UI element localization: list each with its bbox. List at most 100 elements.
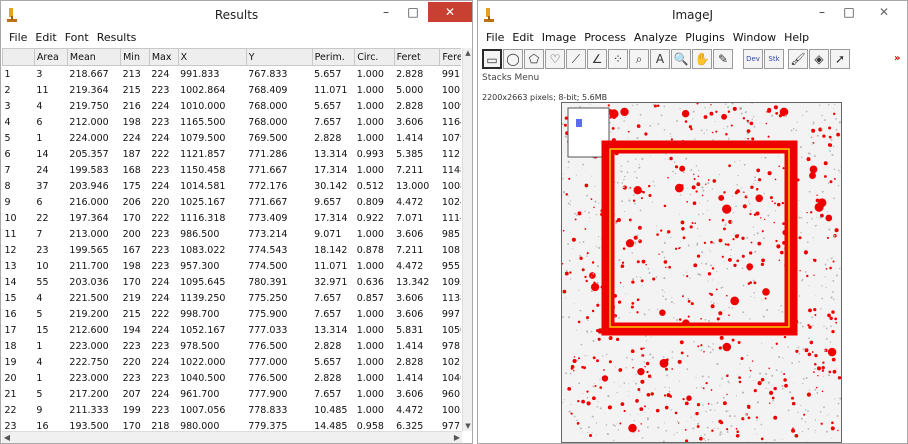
table-row[interactable]: 12 23 199.565 167 223 1083.022 774.543 18.142 0.… — [3, 242, 462, 258]
menu-font[interactable]: Font — [64, 31, 89, 44]
scroll-right-icon[interactable]: ▶ — [453, 433, 461, 442]
table-row[interactable]: 6 14 205.357 187 222 1121.857 771.286 13.314 0.9… — [3, 146, 462, 162]
particle-dot — [747, 416, 751, 420]
table-row[interactable]: 14 55 203.036 170 224 1095.645 780.391 32.971 0.… — [3, 274, 462, 290]
particle-dot — [716, 317, 720, 321]
line-tool-icon[interactable]: ⟋ — [566, 49, 586, 69]
scroll-down-icon[interactable]: ▼ — [465, 422, 471, 430]
table-row[interactable]: 4 6 212.000 198 223 1165.500 768.000 7.657 1.000… — [3, 114, 462, 130]
menu-file[interactable]: File — [486, 31, 505, 44]
magnifier-tool-icon[interactable]: 🔍 — [671, 49, 691, 69]
table-row[interactable]: 2 11 219.364 215 223 1002.864 768.409 11.071 1.0… — [3, 82, 462, 98]
menu-file[interactable]: File — [9, 31, 28, 44]
table-row[interactable]: 22 9 211.333 199 223 1007.056 778.833 10.485 1.0… — [3, 402, 462, 418]
table-row[interactable]: 19 4 222.750 220 224 1022.000 777.000 5.657 1.00… — [3, 354, 462, 370]
maximize-button[interactable]: □ — [407, 5, 419, 19]
close-button[interactable]: ✕ — [862, 2, 906, 22]
close-button[interactable]: ✕ — [428, 2, 472, 22]
imagej-titlebar[interactable]: ImageJ – □ ✕ — [478, 1, 907, 31]
table-row[interactable]: 20 1 223.000 223 223 1040.500 776.500 2.828 1.00… — [3, 370, 462, 386]
column-header[interactable]: Mean — [66, 48, 122, 66]
menu-help[interactable]: Help — [784, 31, 810, 44]
angle-tool-icon[interactable]: ∠ — [587, 49, 607, 69]
table-row[interactable]: 9 6 216.000 206 220 1025.167 771.667 9.657 0.809… — [3, 194, 462, 210]
column-header[interactable]: Area — [33, 48, 68, 66]
scroll-up-icon[interactable]: ▲ — [465, 49, 471, 57]
maximize-button[interactable]: □ — [843, 5, 855, 19]
table-cell: 224 — [151, 292, 170, 304]
particle-dot — [823, 161, 828, 166]
oval-tool-icon[interactable]: ◯ — [503, 49, 523, 69]
menu-plugins[interactable]: Plugins — [685, 31, 725, 44]
horizontal-scrollbar[interactable]: ◀ ▶ — [2, 431, 462, 443]
menu-window[interactable]: Window — [732, 31, 777, 44]
minimize-button[interactable]: – — [819, 5, 825, 19]
background-speck — [690, 416, 692, 418]
column-header[interactable]: Min — [120, 48, 150, 66]
background-speck — [672, 170, 674, 173]
toolbar-overflow-button[interactable]: » — [894, 53, 901, 64]
table-row[interactable]: 18 1 223.000 223 223 978.500 776.500 2.828 1.000… — [3, 338, 462, 354]
roi-selection-rectangle[interactable] — [609, 148, 790, 328]
menu-process[interactable]: Process — [584, 31, 626, 44]
polygon-tool-icon[interactable]: ⬠ — [524, 49, 544, 69]
table-row[interactable]: 3 4 219.750 216 224 1010.000 768.000 5.657 1.000… — [3, 98, 462, 114]
developer-menu[interactable]: Dev — [743, 49, 763, 69]
background-speck — [835, 274, 838, 277]
vertical-scrollbar[interactable]: ▲ ▼ — [462, 48, 472, 431]
particle-dot — [780, 250, 784, 255]
minimize-button[interactable]: – — [383, 5, 389, 19]
scroll-left-icon[interactable]: ◀ — [3, 433, 11, 442]
table-row[interactable]: 8 37 203.946 175 224 1014.581 772.176 30.142 0.5… — [3, 178, 462, 194]
particle-dot — [767, 171, 772, 176]
background-speck — [798, 216, 801, 219]
multipoint-tool-icon[interactable]: ⁘ — [608, 49, 628, 69]
color-picker-tool-icon[interactable]: ✎ — [713, 49, 733, 69]
table-row[interactable]: 1 3 218.667 213 224 991.833 767.833 5.657 1.000 2… — [3, 66, 462, 83]
table-row[interactable]: 5 1 224.000 224 224 1079.500 769.500 2.828 1.000… — [3, 130, 462, 146]
table-row[interactable]: 7 24 199.583 168 223 1150.458 771.667 17.314 1.0… — [3, 162, 462, 178]
brush-tool-icon[interactable]: 🖌 — [788, 49, 808, 69]
column-header[interactable]: Feret — [393, 48, 441, 66]
menu-edit[interactable]: Edit — [512, 31, 534, 44]
particle-image[interactable] — [562, 103, 841, 442]
table-row[interactable]: 11 7 213.000 200 223 986.500 773.214 9.071 1.000… — [3, 226, 462, 242]
column-header[interactable] — [2, 48, 35, 66]
menu-edit[interactable]: Edit — [35, 31, 57, 44]
image-canvas[interactable] — [561, 102, 842, 443]
table-row[interactable]: 15 4 221.500 219 224 1139.250 775.250 7.657 0.85… — [3, 290, 462, 306]
column-header[interactable]: Y — [245, 48, 313, 66]
column-header[interactable]: Circ. — [354, 48, 395, 66]
arrow-tool-icon[interactable]: ➚ — [830, 49, 850, 69]
menu-results[interactable]: Results — [96, 31, 137, 44]
table-cell: 1.000 — [356, 308, 384, 320]
rectangle-tool-icon[interactable]: ▭ — [482, 49, 502, 69]
table-cell: 1.000 — [356, 84, 384, 96]
hand-tool-icon[interactable]: ✋ — [692, 49, 712, 69]
table-cell: 223.000 — [69, 340, 109, 352]
results-titlebar[interactable]: Results – □ ✕ — [1, 1, 472, 31]
particle-dot — [686, 200, 689, 203]
wand-tool-icon[interactable]: ⌕ — [629, 49, 649, 69]
freehand-tool-icon[interactable]: ♡ — [545, 49, 565, 69]
column-header[interactable]: Perim. — [311, 48, 356, 66]
text-tool-icon[interactable]: A — [650, 49, 670, 69]
table-row[interactable]: 21 5 217.200 207 224 961.700 777.900 7.657 1.000… — [3, 386, 462, 402]
column-header[interactable]: X — [177, 48, 247, 66]
background-speck — [636, 234, 639, 237]
table-row[interactable]: 13 10 211.700 198 223 957.300 774.500 11.071 1.0… — [3, 258, 462, 274]
stacks-menu[interactable]: Stk — [764, 49, 784, 69]
table-row[interactable]: 17 15 212.600 194 224 1052.167 777.033 13.314 1.… — [3, 322, 462, 338]
flood-fill-tool-icon[interactable]: ◈ — [809, 49, 829, 69]
column-header[interactable]: Max — [148, 48, 179, 66]
table-row[interactable]: 10 22 197.364 170 222 1116.318 773.409 17.314 0.… — [3, 210, 462, 226]
table-row[interactable]: 23 16 193.500 170 218 980.000 779.375 14.485 0.9… — [3, 418, 462, 432]
menu-analyze[interactable]: Analyze — [633, 31, 678, 44]
menu-image[interactable]: Image — [541, 31, 577, 44]
table-row[interactable]: 16 5 219.200 215 222 998.700 775.900 7.657 1.000… — [3, 306, 462, 322]
background-speck — [831, 153, 834, 156]
column-header[interactable]: FeretX — [439, 48, 461, 66]
background-speck — [798, 200, 800, 201]
